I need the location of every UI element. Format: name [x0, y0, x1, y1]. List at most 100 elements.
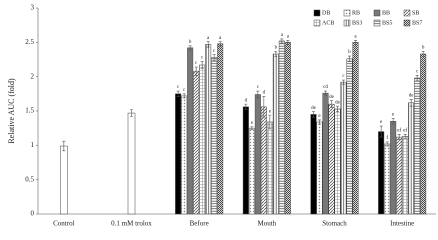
error-bar [200, 61, 204, 69]
bar [272, 53, 279, 215]
y-tick-label: 1.5 [25, 107, 34, 115]
legend-label: DB [322, 10, 330, 16]
bar [181, 95, 188, 215]
significance-letter: c [195, 61, 198, 66]
bar [396, 136, 403, 215]
error-bar [188, 45, 192, 51]
bar [199, 64, 206, 215]
error-bar [348, 55, 351, 62]
y-tick-label: 0.5 [25, 175, 34, 183]
significance-letter: d [263, 91, 266, 96]
legend-label: BS3 [352, 20, 362, 26]
error-bar [336, 105, 339, 112]
significance-letter: a [219, 36, 222, 41]
y-tick-label: 2.5 [25, 38, 34, 46]
significance-letter: b [348, 50, 351, 55]
bar [211, 57, 218, 215]
error-bar [318, 119, 321, 125]
bar [378, 131, 385, 215]
legend-swatch [403, 9, 411, 17]
significance-letter: c [342, 74, 345, 79]
legend-label: RB [352, 10, 360, 16]
significance-letter: a [354, 34, 357, 39]
error-bar [218, 41, 222, 47]
chart: Relative AUC (fold) 0 0.5 1 1.5 2 2.5 3 Control… [7, 4, 436, 228]
significance-letter: e [318, 114, 321, 119]
significance-letter: c [183, 88, 186, 93]
error-bar [354, 39, 357, 45]
significance-letter: de [409, 93, 415, 98]
bar [266, 121, 273, 215]
error-bar [409, 99, 413, 107]
bar [408, 102, 415, 215]
significance-letter: c [213, 49, 216, 54]
bar [346, 58, 353, 215]
significance-letter: e [269, 109, 272, 114]
legend-label: BS7 [412, 20, 422, 26]
bar [242, 106, 249, 215]
significance-letter: ef [403, 128, 407, 133]
bar [187, 47, 194, 215]
bar [352, 42, 359, 215]
bar [278, 40, 285, 215]
significance-letter: cd [323, 85, 328, 90]
error-bar [397, 134, 401, 141]
error-bar [176, 90, 180, 97]
bar [402, 136, 409, 215]
bar [175, 93, 182, 215]
error-bar [62, 140, 66, 152]
error-bar [244, 103, 248, 110]
x-tick-label: 0.1 mM trolox [111, 220, 152, 228]
bar [217, 43, 224, 215]
legend-swatch [343, 9, 351, 17]
error-bar [194, 66, 198, 76]
significance-letter: de [335, 100, 341, 105]
error-bar [312, 111, 315, 118]
bar [384, 143, 391, 215]
x-tick-label: Control [53, 220, 74, 228]
error-bar [421, 50, 425, 58]
legend-label: BB [382, 10, 390, 16]
x-tick-label: Intestine [390, 220, 414, 228]
bar [205, 44, 212, 215]
error-bar [206, 41, 210, 48]
error-bar [268, 114, 272, 130]
bar [310, 114, 317, 215]
legend-swatch [403, 19, 411, 27]
legend-label: ACB [322, 20, 334, 26]
error-bar [182, 93, 186, 99]
significance-letter: b [275, 45, 278, 50]
error-bar [256, 90, 260, 99]
legend-swatch [373, 9, 381, 17]
significance-letter: e [251, 121, 254, 126]
significance-letter: a [287, 34, 290, 39]
error-bar [391, 118, 395, 125]
bar [390, 121, 397, 215]
legend-swatch [313, 9, 321, 17]
significance-letter: a [281, 33, 284, 38]
significance-letter: c [416, 69, 419, 74]
bar [254, 94, 261, 215]
error-bar [212, 54, 216, 61]
error-bar [324, 90, 327, 96]
x-tick-label: Mouth [257, 220, 276, 228]
error-bar [385, 141, 389, 147]
bar [127, 112, 136, 215]
error-bar [250, 126, 254, 130]
x-tick-label: Before [190, 220, 209, 228]
legend-label: BS5 [382, 20, 392, 26]
error-bar [330, 100, 333, 108]
bar [193, 70, 200, 215]
y-tick-label: 1 [31, 141, 35, 149]
y-tick-label: 2 [31, 72, 35, 80]
error-bar [286, 39, 290, 45]
bar [260, 106, 267, 215]
significance-letter: c [257, 85, 260, 90]
bar [316, 121, 323, 215]
error-bar [342, 79, 345, 85]
bar [248, 127, 255, 215]
significance-letter: de [311, 106, 317, 111]
y-tick-label: 0 [31, 210, 35, 218]
legend-label: SB [412, 10, 419, 16]
significance-letter: c [201, 56, 204, 61]
